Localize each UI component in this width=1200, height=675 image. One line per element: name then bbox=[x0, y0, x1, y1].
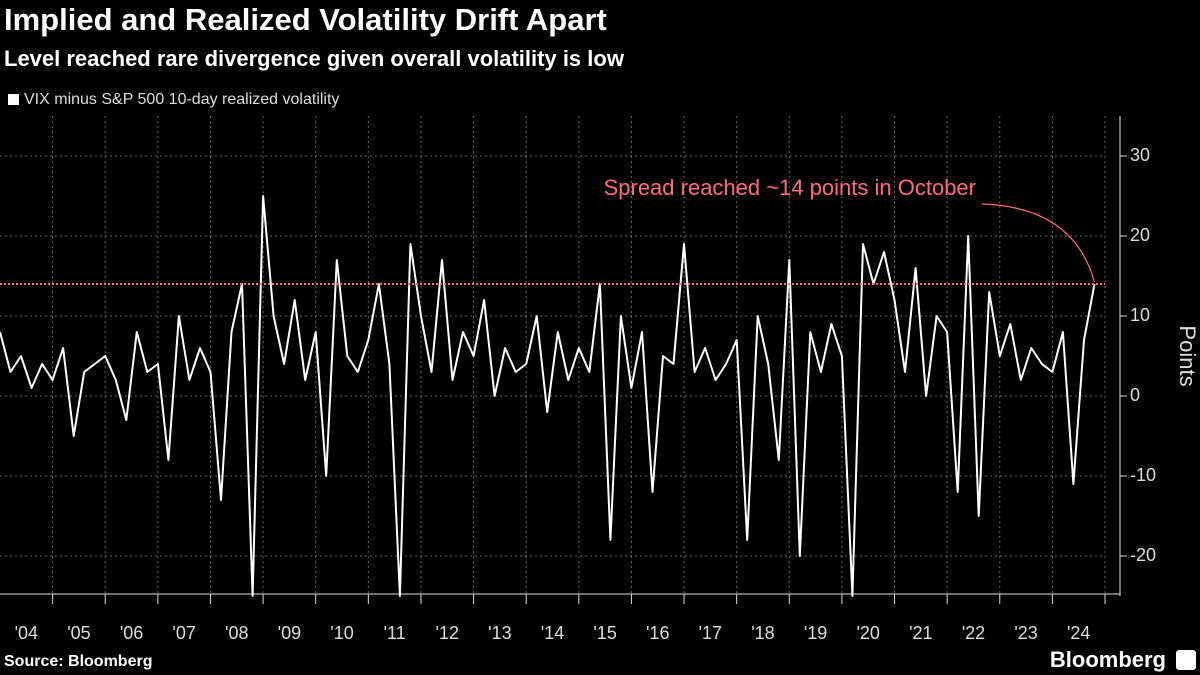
x-tick-label: '15 bbox=[593, 623, 616, 643]
x-tick-label: '06 bbox=[120, 623, 143, 643]
y-tick-label: -20 bbox=[1130, 545, 1156, 565]
x-tick-label: '14 bbox=[541, 623, 564, 643]
x-tick-label: '23 bbox=[1014, 623, 1037, 643]
x-tick-label: '17 bbox=[699, 623, 722, 643]
x-tick-label: '07 bbox=[172, 623, 195, 643]
x-tick-label: '16 bbox=[646, 623, 669, 643]
annotation: Spread reached ~14 points in October bbox=[604, 175, 976, 200]
x-tick-label: '04 bbox=[15, 623, 38, 643]
x-tick-label: '18 bbox=[751, 623, 774, 643]
y-tick-label: 10 bbox=[1130, 305, 1150, 325]
y-tick-label: -10 bbox=[1130, 465, 1156, 485]
brand-icon bbox=[1176, 650, 1196, 670]
x-tick-label: '13 bbox=[488, 623, 511, 643]
x-tick-label: '22 bbox=[962, 623, 985, 643]
x-tick-label: '12 bbox=[436, 623, 459, 643]
brand: Bloomberg bbox=[1050, 647, 1166, 672]
legend-label: VIX minus S&P 500 10-day realized volati… bbox=[24, 91, 339, 108]
x-tick-label: '21 bbox=[909, 623, 932, 643]
x-tick-label: '09 bbox=[278, 623, 301, 643]
x-tick-label: '19 bbox=[804, 623, 827, 643]
data-line bbox=[0, 195, 1096, 597]
y-tick-label: 0 bbox=[1130, 385, 1140, 405]
legend-swatch bbox=[8, 94, 19, 105]
y-tick-label: 20 bbox=[1130, 225, 1150, 245]
x-tick-label: '10 bbox=[330, 623, 353, 643]
y-tick-label: 30 bbox=[1130, 145, 1150, 165]
x-tick-label: '05 bbox=[67, 623, 90, 643]
source: Source: Bloomberg bbox=[4, 653, 152, 670]
chart-title: Implied and Realized Volatility Drift Ap… bbox=[4, 2, 607, 37]
y-axis-title: Points bbox=[1175, 325, 1200, 386]
annotation-leader bbox=[981, 203, 1096, 283]
chart-subtitle: Level reached rare divergence given over… bbox=[4, 46, 625, 71]
x-tick-label: '11 bbox=[384, 623, 406, 643]
x-tick-label: '24 bbox=[1067, 623, 1090, 643]
x-tick-label: '08 bbox=[225, 623, 248, 643]
x-tick-label: '20 bbox=[856, 623, 879, 643]
